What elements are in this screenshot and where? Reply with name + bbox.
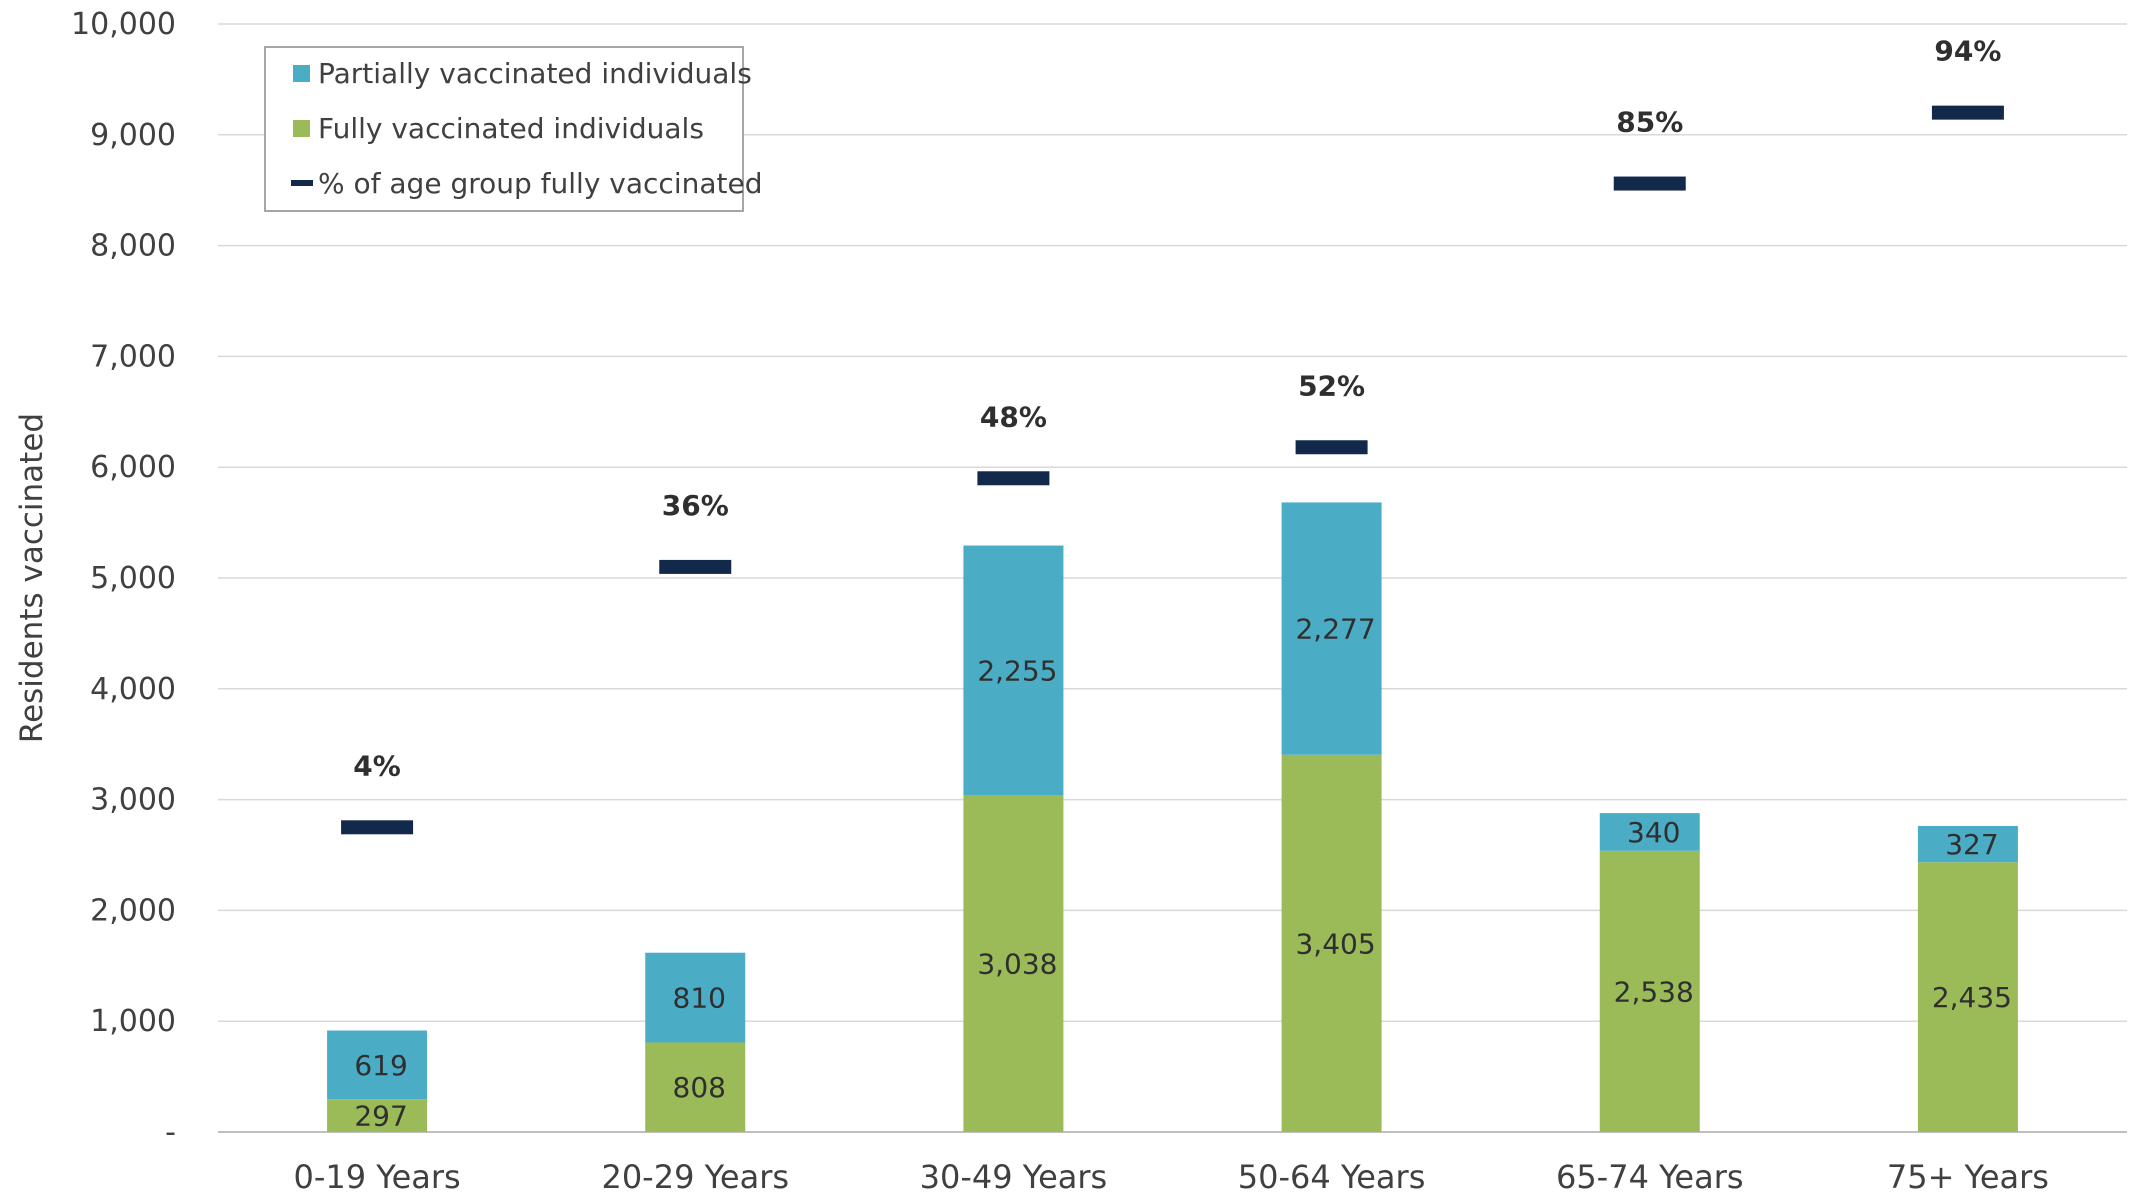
bar-fully-vaccinated [1599,850,1700,1132]
data-label-fully: 3,405 [1295,927,1375,960]
legend: Partially vaccinated individuals Fully v… [264,46,763,212]
legend-swatch-partial [293,65,310,82]
percent-marker [977,471,1050,486]
legend-label-percent: % of age group fully vaccinated [318,167,763,200]
y-axis-ticks: - 1,000 2,000 3,000 4,000 5,000 6,000 7,000 8,00… [71,7,176,1150]
percent-label: 36% [662,489,729,522]
x-tick-label: 30-49 Years [920,1158,1108,1193]
bar-partially-vaccinated [1917,825,2018,863]
data-label-partially: 327 [1945,828,1998,861]
percent-marker [1613,176,1686,191]
legend-box [264,46,744,212]
percent-markers: 4% 36% 48% 52% 85% 94% [341,35,2004,835]
data-label-fully: 3,038 [977,948,1057,981]
y-tick-label: 5,000 [90,561,176,596]
legend-label-full: Fully vaccinated individuals [318,112,704,145]
y-axis-title: Residents vaccinated [14,413,50,743]
y-tick-label: 2,000 [90,893,176,928]
y-tick-label: 6,000 [90,450,176,485]
percent-label: 52% [1298,369,1365,402]
y-tick-label: 4,000 [90,672,176,707]
y-tick-label: 3,000 [90,783,176,818]
data-label-partially: 2,255 [977,654,1057,687]
data-label-partially: 810 [673,982,726,1015]
bar-fully-vaccinated [327,1099,428,1132]
x-tick-label: 50-64 Years [1238,1158,1426,1193]
gridlines [218,23,2127,1133]
bar-partially-vaccinated [645,952,746,1043]
x-tick-label: 65-74 Years [1556,1158,1744,1193]
bar-partially-vaccinated [1281,502,1382,755]
bar-partially-vaccinated [1599,813,1700,851]
data-label-partially: 2,277 [1295,613,1375,646]
legend-swatch-percent-marker [291,180,313,186]
bar-fully-vaccinated [963,795,1064,1132]
bar-partially-vaccinated [963,545,1064,796]
percent-marker [659,559,732,574]
y-tick-label: 9,000 [90,118,176,153]
y-tick-label: 8,000 [90,229,176,264]
percent-label: 85% [1616,106,1683,139]
y-tick-label: 1,000 [90,1004,176,1039]
y-tick-label: - [165,1115,176,1150]
x-axis-ticks: 0-19 Years 20-29 Years 30-49 Years 50-64 Ye… [293,1158,2049,1193]
percent-label: 4% [353,749,401,782]
y-tick-label: 7,000 [90,339,176,374]
percent-label: 48% [980,400,1047,433]
percent-label: 94% [1934,35,2001,68]
y-tick-label: 10,000 [71,7,176,42]
bars: 297 619 808 810 3,038 2,255 3,405 2,277 2,538 340… [327,502,2018,1133]
bar-fully-vaccinated [1917,862,2018,1132]
data-label-fully: 2,538 [1614,975,1694,1008]
x-tick-label: 0-19 Years [293,1158,460,1193]
legend-label-partial: Partially vaccinated individuals [318,57,752,90]
data-label-partially: 340 [1627,816,1680,849]
bar-fully-vaccinated [1281,754,1382,1132]
bar-fully-vaccinated [645,1042,746,1132]
data-label-fully: 297 [354,1100,407,1133]
x-tick-label: 75+ Years [1887,1158,2049,1193]
percent-marker [1295,440,1368,455]
x-tick-label: 20-29 Years [601,1158,789,1193]
data-label-fully: 808 [673,1071,726,1104]
data-label-fully: 2,435 [1932,981,2012,1014]
bar-partially-vaccinated [327,1030,428,1100]
percent-marker [1931,105,2004,120]
data-label-partially: 619 [354,1049,407,1082]
legend-swatch-full [293,120,310,137]
percent-marker [341,820,414,835]
